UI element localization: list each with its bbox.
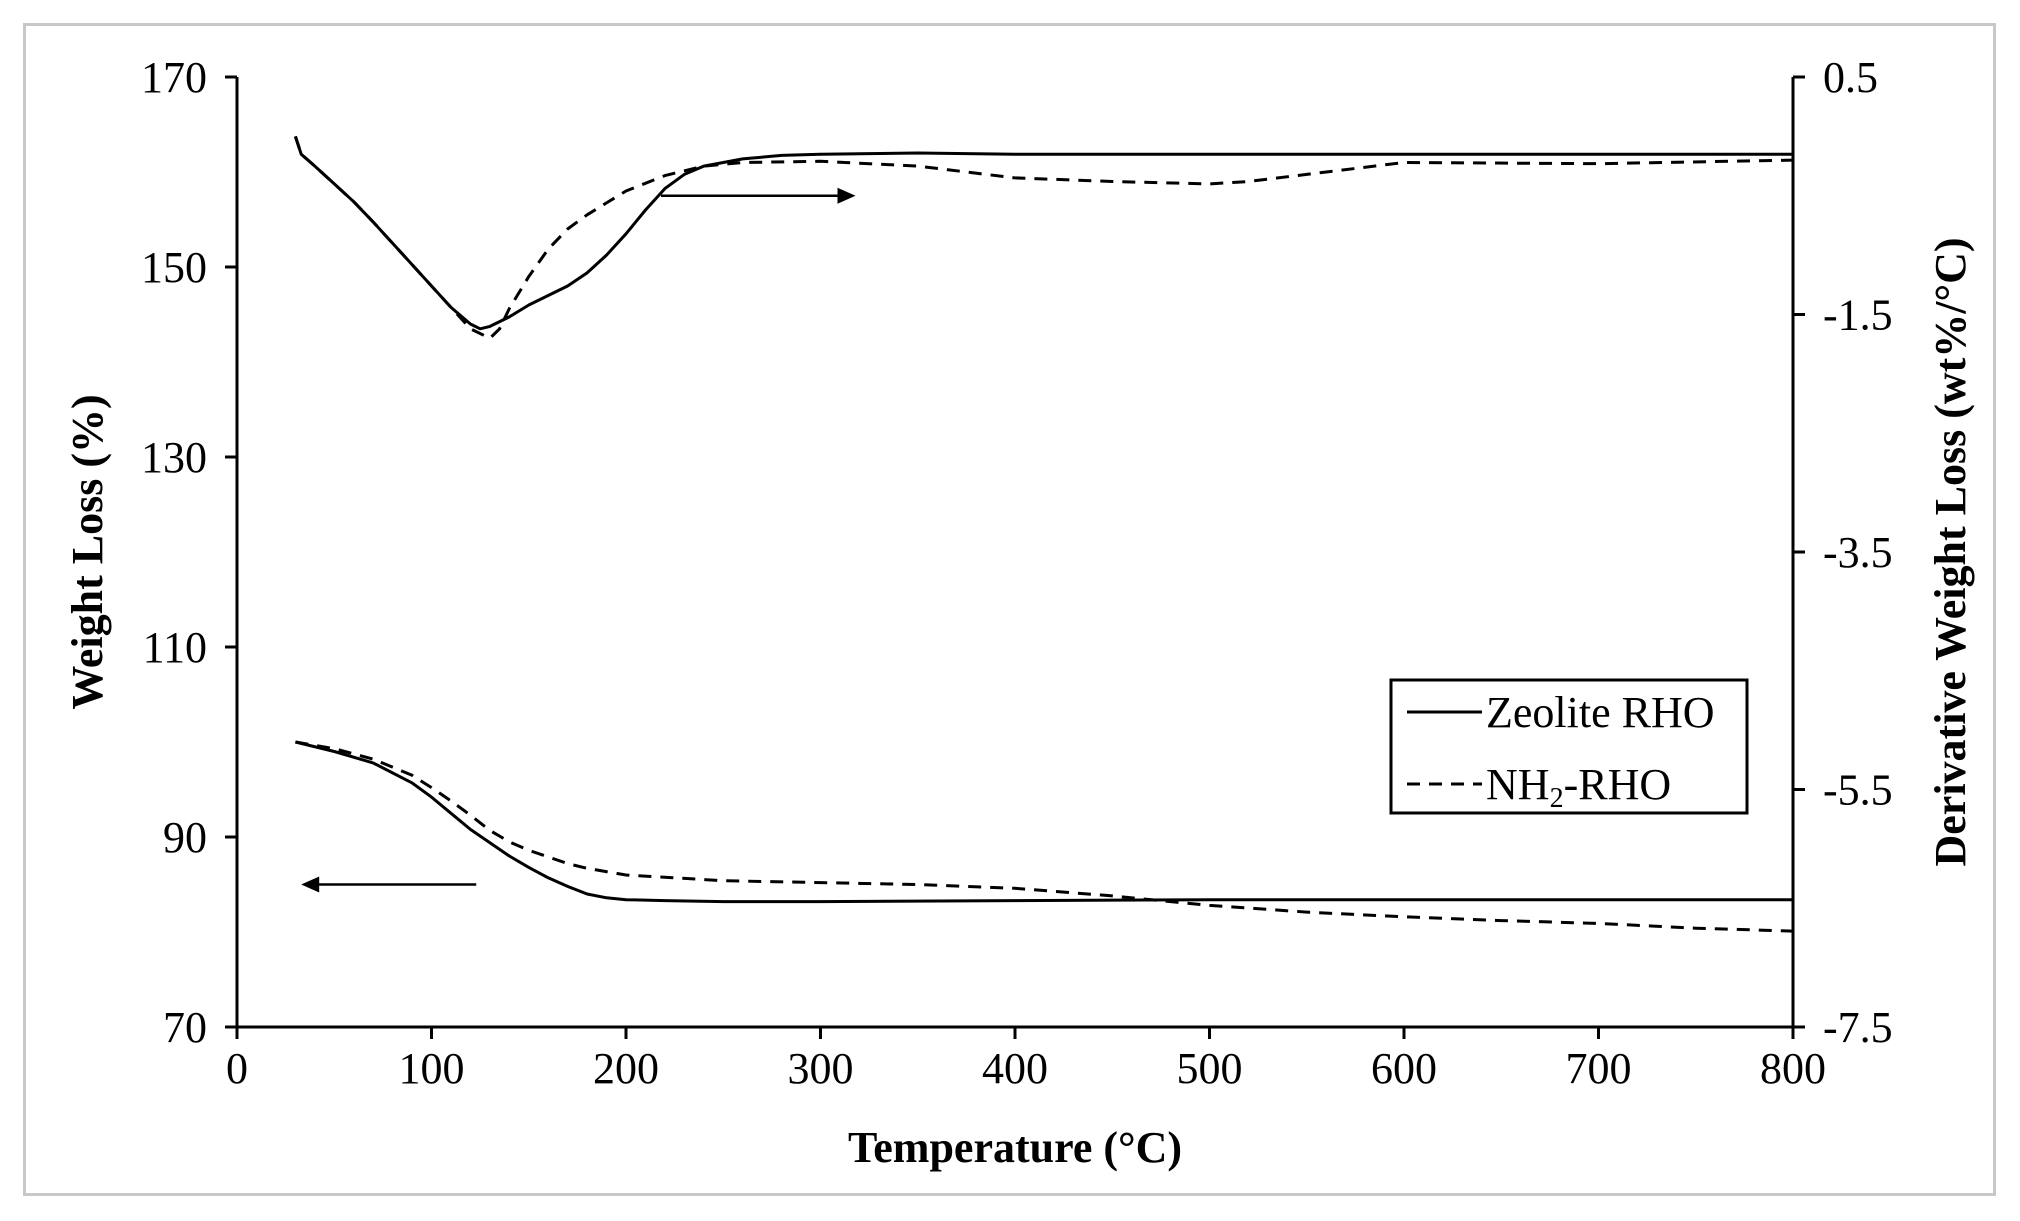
arrow-head-left [301,876,320,893]
figure-frame [23,23,1996,1196]
x-tick-label: 500 [1177,1044,1243,1093]
arrow-head-right [837,187,856,204]
y2-tick-label: -1.5 [1823,291,1893,340]
x-tick-label: 0 [226,1044,248,1093]
y-tick-label: 150 [141,243,207,292]
left-y-axis-title: Weight Loss (%) [63,394,112,709]
x-tick-label: 200 [593,1044,659,1093]
y2-tick-label: 0.5 [1823,53,1878,102]
series-line-1 [295,740,1794,933]
legend-label-zeolite-rho: Zeolite RHO [1486,688,1715,737]
series-line-2 [293,135,1793,331]
y2-tick-label: -5.5 [1823,766,1893,815]
arrow-layer [301,187,856,893]
series-line-3 [293,135,1794,340]
ticks [225,75,1805,1039]
y-tick-label: 70 [163,1003,207,1052]
right-y-axis-title: Derivative Weight Loss (wt%/°C) [1926,237,1975,866]
y-tick-label: 170 [141,53,207,102]
tick-labels: 0 100 200 300 400 500 600 700 800 70 90 110 130 150 17… [141,53,1893,1093]
legend-box [1389,678,1749,815]
x-tick-label: 600 [1371,1044,1437,1093]
legend-label-nh2-rho-tail: -RHO [1564,760,1672,809]
y-tick-label: 90 [163,813,207,862]
x-tick-label: 700 [1566,1044,1632,1093]
x-tick-label: 100 [399,1044,465,1093]
legend-label-nh2-rho-main: NH [1486,760,1550,809]
y-tick-label: 110 [143,623,207,672]
legend: Zeolite RHO NH2-RHO [1389,678,1749,815]
x-tick-label: 400 [982,1044,1048,1093]
legend-label-nh2-rho-subscript: 2 [1550,783,1564,814]
y-tick-label: 130 [141,433,207,482]
series-line-0 [295,740,1793,904]
series-layer [293,135,1794,933]
legend-label-nh2-rho: NH2-RHO [1486,760,1671,814]
x-axis-title: Temperature (°C) [848,1123,1182,1172]
x-tick-label: 300 [788,1044,854,1093]
y2-tick-label: -3.5 [1823,528,1893,577]
y2-tick-label: -7.5 [1823,1003,1893,1052]
x-tick-label: 800 [1760,1044,1826,1093]
